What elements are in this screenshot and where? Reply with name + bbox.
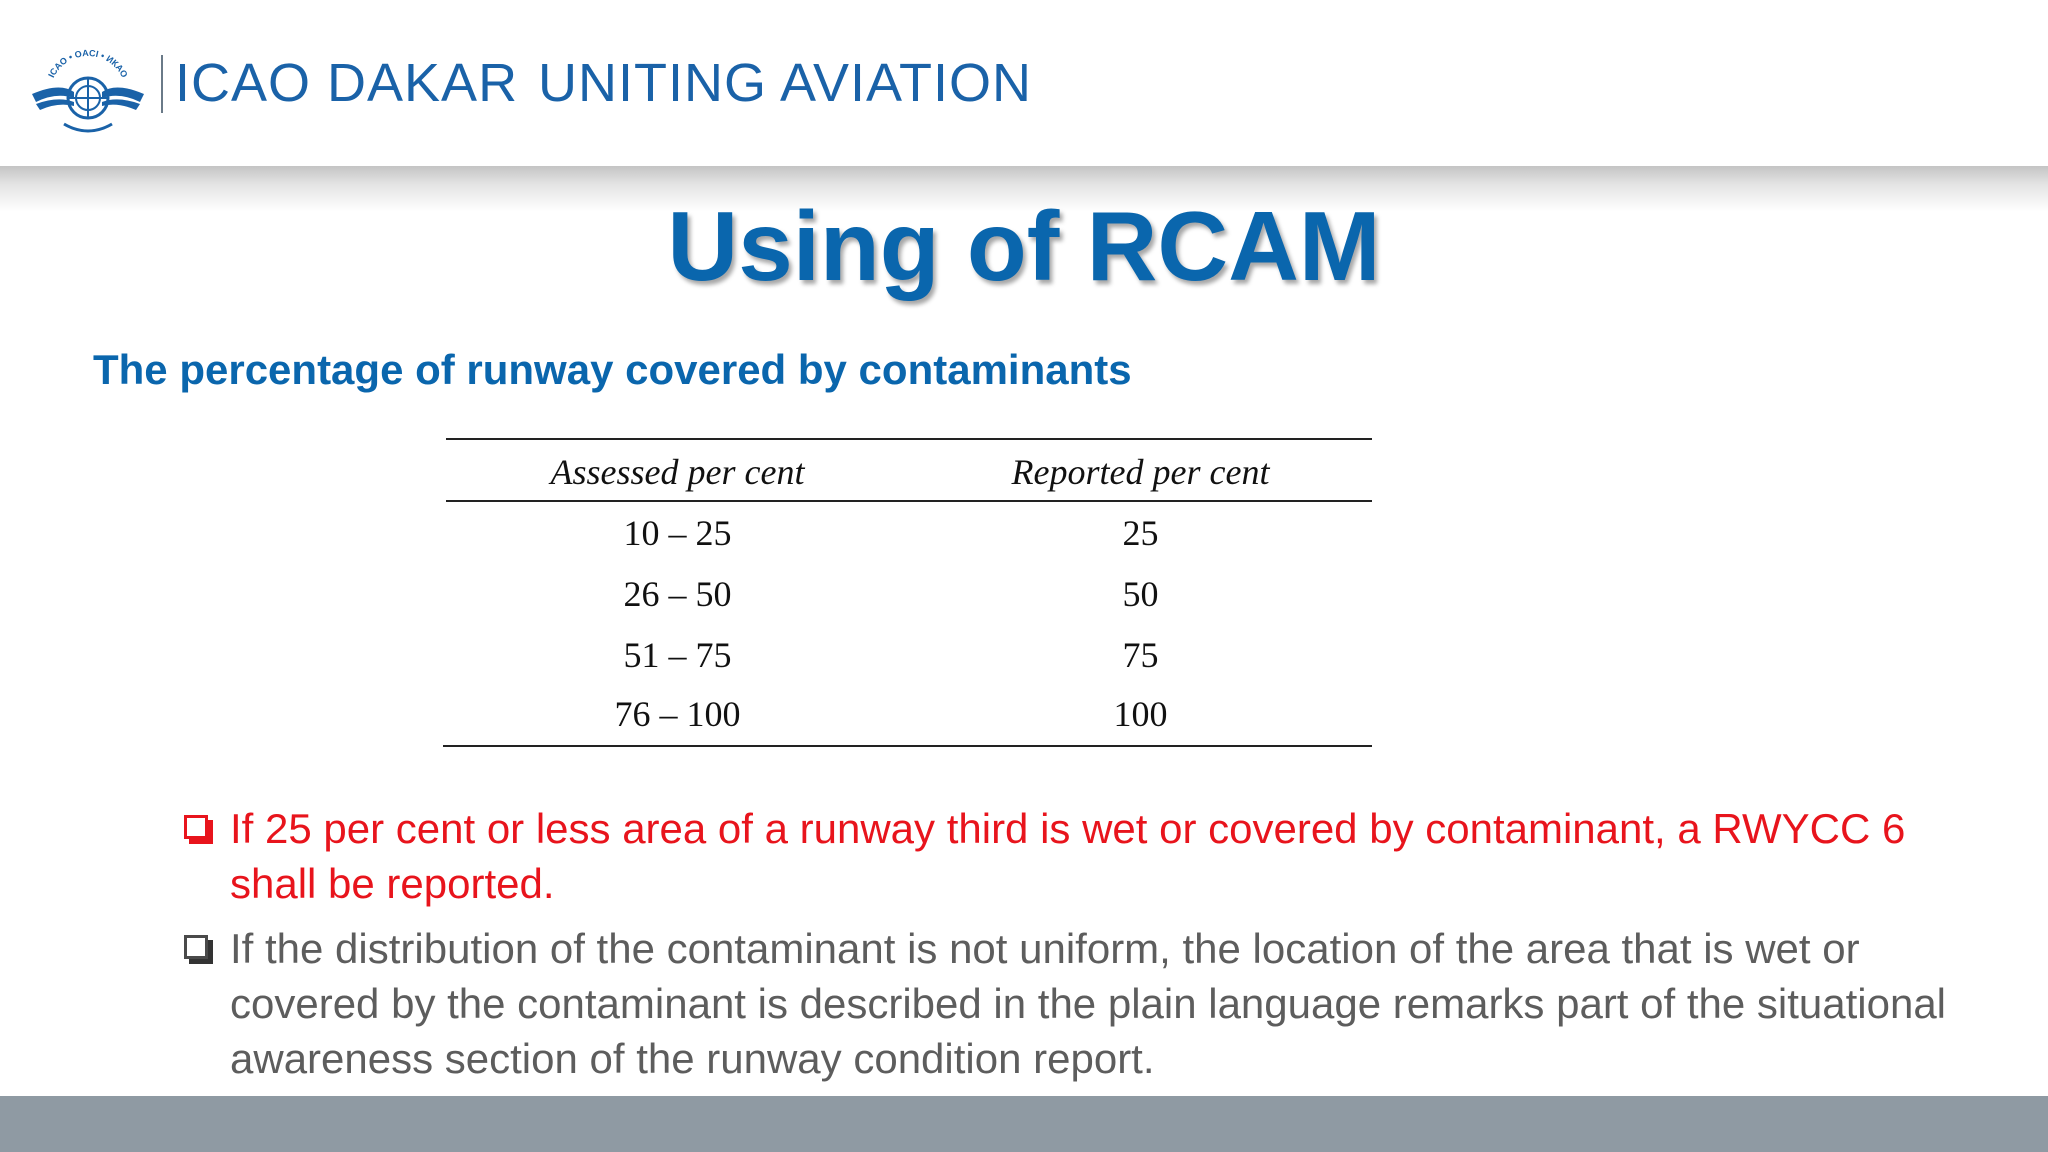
table-header-row: Assessed per cent Reported per cent	[446, 442, 1372, 502]
table-row: 10 – 25 25	[446, 503, 1372, 563]
checkbox-bullet-icon	[184, 815, 213, 844]
reported-cell: 25	[1122, 513, 1159, 553]
tagline: UNITING AVIATION	[538, 53, 1033, 113]
svg-text:ICAO • OACI • ИКАО: ICAO • OACI • ИКАО	[46, 48, 129, 79]
checkbox-bullet-icon	[184, 935, 213, 964]
slide-title: Using of RCAM	[667, 191, 1381, 301]
assessed-cell: 26 – 50	[623, 574, 732, 614]
column-header-reported: Reported per cent	[1011, 452, 1270, 492]
logo-divider	[161, 55, 163, 113]
footer-bar	[0, 1096, 2048, 1152]
reported-cell: 75	[1122, 635, 1159, 675]
org-name: ICAO DAKAR	[175, 53, 519, 113]
table-row: 51 – 75 75	[446, 625, 1372, 685]
assessed-cell: 51 – 75	[623, 635, 732, 675]
table-header-rule	[446, 500, 1372, 502]
header-bar: ICAO • OACI • ИКАО ICAO DAKAR UNITING AV…	[0, 0, 2048, 166]
table-bottom-rule	[443, 745, 1372, 747]
assessed-cell: 76 – 100	[614, 694, 741, 734]
table-row: 76 – 100 100	[446, 684, 1372, 744]
table-row: 26 – 50 50	[446, 564, 1372, 624]
reported-cell: 50	[1122, 574, 1159, 614]
assessed-cell: 10 – 25	[623, 513, 732, 553]
reported-cell: 100	[1113, 694, 1168, 734]
header-shadow	[0, 166, 2048, 212]
bullet-text: If 25 per cent or less area of a runway …	[230, 805, 1906, 907]
bullet-text: If the distribution of the contaminant i…	[230, 925, 1947, 1082]
icao-logo-icon: ICAO • OACI • ИКАО	[32, 48, 144, 133]
table-top-rule	[446, 438, 1372, 440]
slide-subtitle: The percentage of runway covered by cont…	[93, 346, 1132, 393]
column-header-assessed: Assessed per cent	[550, 452, 805, 492]
